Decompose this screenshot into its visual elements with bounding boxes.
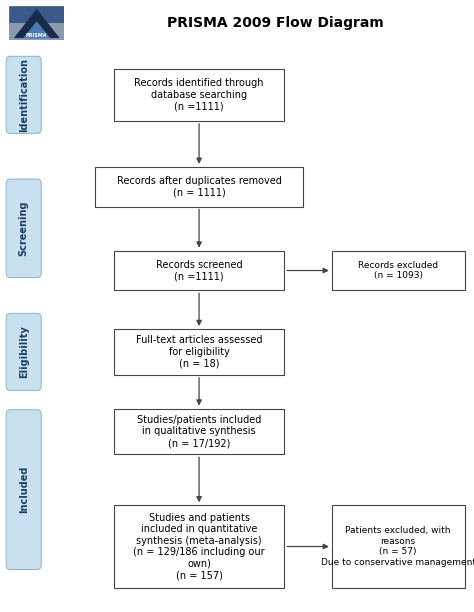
FancyBboxPatch shape xyxy=(332,506,465,588)
FancyBboxPatch shape xyxy=(114,251,284,290)
FancyBboxPatch shape xyxy=(114,409,284,454)
FancyBboxPatch shape xyxy=(9,23,64,40)
Text: Records identified through
database searching
(n =1111): Records identified through database sear… xyxy=(134,78,264,111)
Polygon shape xyxy=(14,9,60,38)
FancyBboxPatch shape xyxy=(6,313,41,390)
Text: Included: Included xyxy=(18,466,29,513)
Text: Eligibility: Eligibility xyxy=(18,326,29,378)
Polygon shape xyxy=(23,21,50,38)
FancyBboxPatch shape xyxy=(9,6,64,40)
Text: Full-text articles assessed
for eligibility
(n = 18): Full-text articles assessed for eligibil… xyxy=(136,335,262,368)
FancyBboxPatch shape xyxy=(6,56,41,133)
FancyBboxPatch shape xyxy=(332,251,465,290)
FancyBboxPatch shape xyxy=(114,69,284,121)
FancyBboxPatch shape xyxy=(114,506,284,588)
FancyBboxPatch shape xyxy=(6,410,41,569)
Text: Screening: Screening xyxy=(18,201,29,256)
Text: Identification: Identification xyxy=(18,58,29,132)
Text: Records screened
(n =1111): Records screened (n =1111) xyxy=(156,259,242,282)
FancyBboxPatch shape xyxy=(6,179,41,278)
Text: Records after duplicates removed
(n = 1111): Records after duplicates removed (n = 11… xyxy=(117,176,282,198)
Text: Patients excluded, with
reasons
(n = 57)
Due to conservative management: Patients excluded, with reasons (n = 57)… xyxy=(320,526,474,567)
Text: Records excluded
(n = 1093): Records excluded (n = 1093) xyxy=(358,261,438,280)
FancyBboxPatch shape xyxy=(95,166,303,207)
Text: Studies and patients
included in quantitative
synthesis (meta-analysis)
(n = 129: Studies and patients included in quantit… xyxy=(133,512,265,581)
Text: PRISMA 2009 Flow Diagram: PRISMA 2009 Flow Diagram xyxy=(166,17,383,30)
FancyBboxPatch shape xyxy=(114,329,284,375)
Text: PRISMA: PRISMA xyxy=(26,33,47,38)
Text: Studies/patients included
in qualitative synthesis
(n = 17/192): Studies/patients included in qualitative… xyxy=(137,415,261,448)
